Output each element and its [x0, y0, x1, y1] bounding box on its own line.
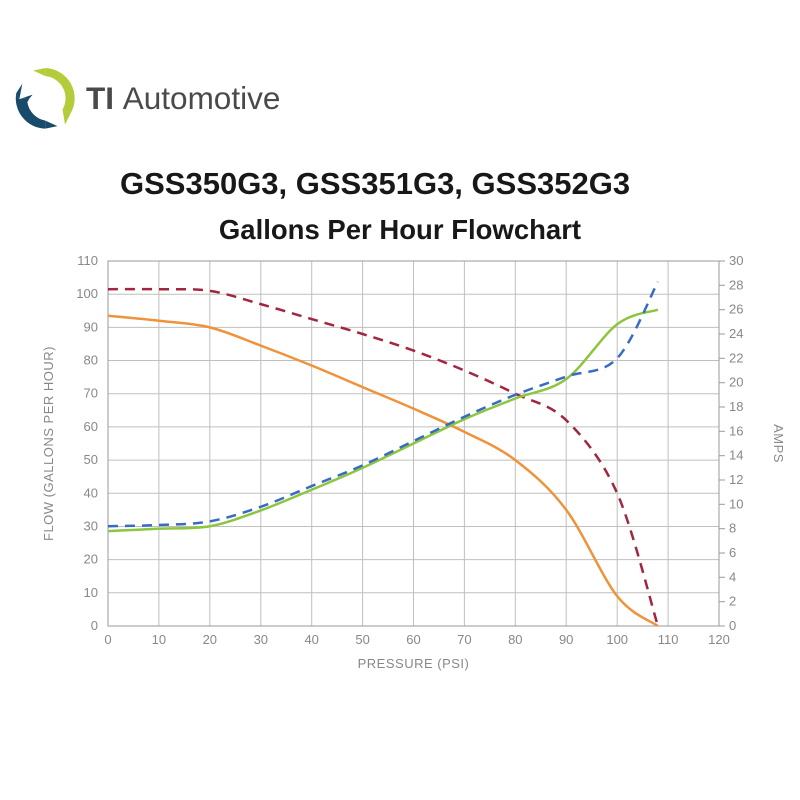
svg-text:4: 4 — [729, 569, 736, 584]
svg-text:AMPS: AMPS — [771, 424, 786, 463]
svg-text:110: 110 — [77, 253, 98, 268]
svg-text:100: 100 — [606, 632, 628, 647]
svg-text:120: 120 — [708, 632, 730, 647]
svg-text:80: 80 — [84, 353, 98, 368]
svg-text:10: 10 — [152, 632, 166, 647]
svg-text:10: 10 — [84, 585, 98, 600]
svg-text:60: 60 — [84, 419, 98, 434]
svg-text:FLOW (GALLONS PER HOUR): FLOW (GALLONS PER HOUR) — [41, 346, 56, 541]
svg-text:22: 22 — [729, 350, 743, 365]
svg-text:14: 14 — [729, 448, 743, 463]
svg-text:100: 100 — [76, 286, 98, 301]
svg-text:110: 110 — [658, 632, 679, 647]
svg-text:0: 0 — [91, 618, 98, 633]
svg-text:40: 40 — [84, 485, 98, 500]
svg-text:60: 60 — [406, 632, 420, 647]
svg-text:90: 90 — [559, 632, 573, 647]
svg-text:50: 50 — [355, 632, 369, 647]
svg-text:50: 50 — [84, 452, 98, 467]
svg-text:10: 10 — [729, 496, 743, 511]
svg-text:20: 20 — [84, 552, 98, 567]
svg-text:0: 0 — [104, 632, 111, 647]
svg-text:90: 90 — [84, 319, 98, 334]
svg-text:30: 30 — [84, 519, 98, 534]
svg-text:16: 16 — [729, 423, 743, 438]
svg-text:70: 70 — [457, 632, 471, 647]
svg-text:8: 8 — [729, 521, 736, 536]
svg-text:0: 0 — [729, 618, 736, 633]
svg-text:28: 28 — [729, 277, 743, 292]
svg-text:24: 24 — [729, 326, 743, 341]
svg-text:18: 18 — [729, 399, 743, 414]
svg-text:80: 80 — [508, 632, 522, 647]
svg-text:30: 30 — [729, 253, 743, 268]
svg-text:6: 6 — [729, 545, 736, 560]
svg-text:12: 12 — [729, 472, 743, 487]
svg-text:20: 20 — [203, 632, 217, 647]
svg-text:70: 70 — [84, 386, 98, 401]
svg-text:PRESSURE (PSI): PRESSURE (PSI) — [358, 656, 470, 671]
svg-text:26: 26 — [729, 302, 743, 317]
svg-text:40: 40 — [304, 632, 318, 647]
svg-text:30: 30 — [254, 632, 268, 647]
svg-text:20: 20 — [729, 375, 743, 390]
svg-text:2: 2 — [729, 594, 736, 609]
